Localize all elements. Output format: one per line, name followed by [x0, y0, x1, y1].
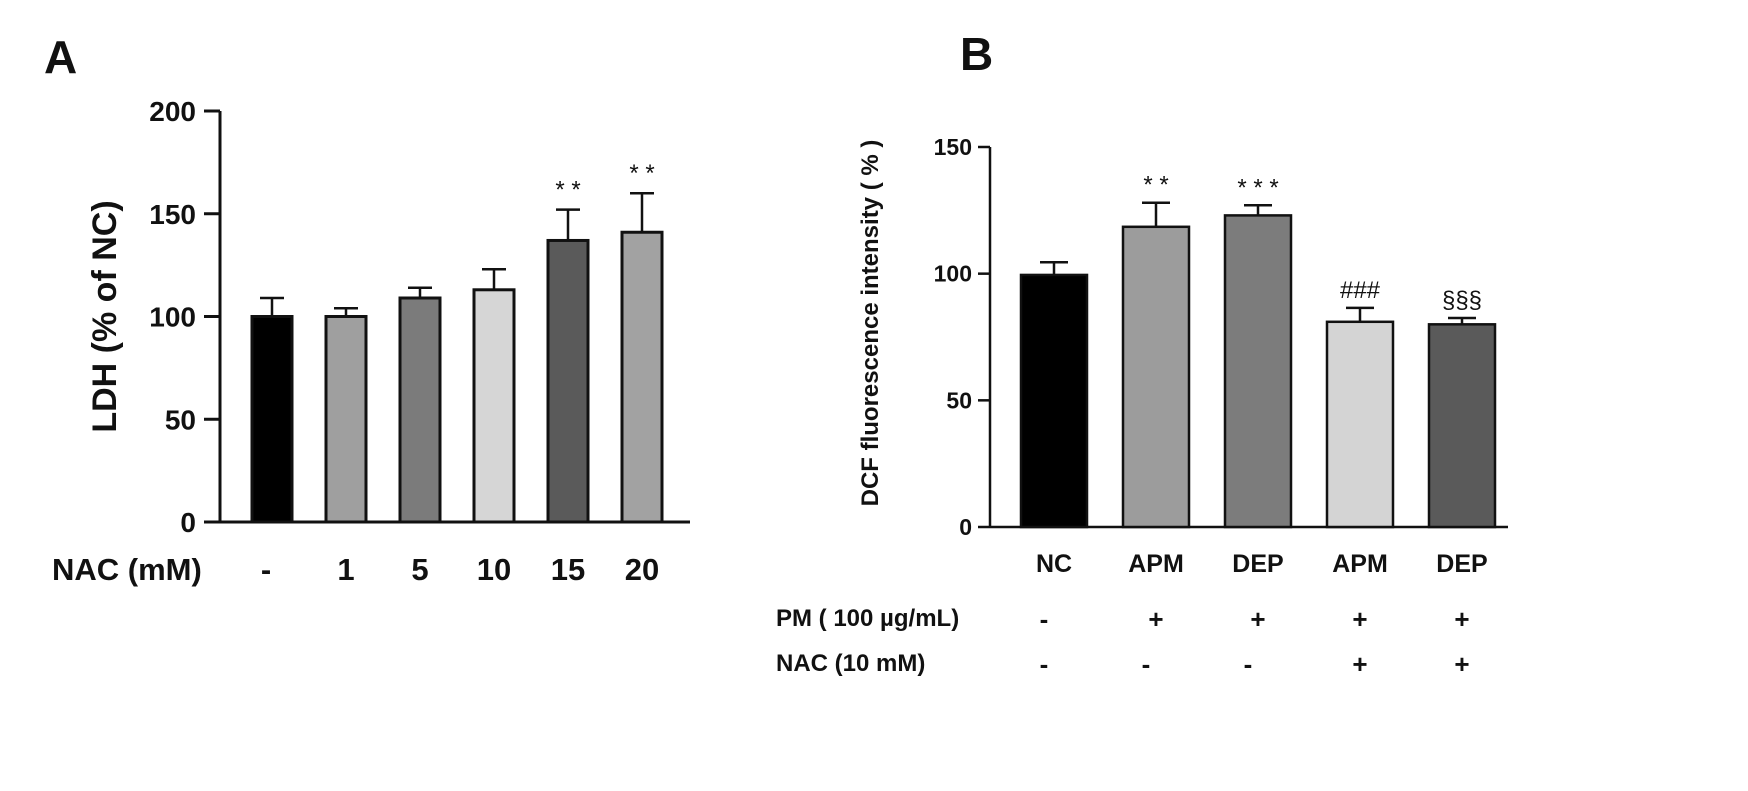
x-category-label: APM	[1128, 550, 1184, 578]
treatment-sign: -	[1244, 649, 1253, 679]
treatment-sign: +	[1454, 604, 1469, 634]
treatment-row-label: PM ( 100 µg/mL)	[776, 605, 959, 632]
y-tick-label: 200	[149, 96, 196, 127]
x-category-label: -	[261, 552, 271, 587]
significance-label: * *	[629, 160, 654, 187]
y-tick-label: 0	[180, 507, 196, 538]
x-category-label: DEP	[1232, 550, 1283, 578]
bar	[1121, 225, 1191, 529]
significance-label: ###	[1340, 277, 1381, 304]
x-category-label: 20	[625, 552, 659, 587]
treatment-row-label: NAC (10 mM)	[776, 650, 925, 677]
treatment-sign: +	[1250, 604, 1265, 634]
x-category-label: NC	[1036, 550, 1072, 578]
y-tick-label: 150	[934, 134, 972, 160]
significance-label: * *	[555, 177, 580, 204]
y-tick-label: 0	[959, 514, 972, 540]
y-tick-label: 150	[149, 199, 196, 230]
y-axis-title: LDH (% of NC)	[86, 200, 124, 432]
bar	[1325, 320, 1395, 529]
x-category-label: 10	[477, 552, 511, 587]
y-tick-label: 100	[934, 261, 972, 287]
panel-b-letter: B	[960, 28, 993, 80]
y-axis-title: DCF fluorescence intensity ( % )	[857, 140, 884, 507]
x-category-label: APM	[1332, 550, 1388, 578]
x-category-label: 1	[337, 552, 354, 587]
bar	[620, 230, 664, 524]
bar	[546, 238, 590, 524]
treatment-sign: +	[1148, 604, 1163, 634]
bar	[250, 315, 294, 524]
bar	[1427, 323, 1497, 529]
x-category-label: 5	[411, 552, 428, 587]
x-axis-title: NAC (mM)	[52, 552, 202, 587]
x-category-label: DEP	[1436, 550, 1487, 578]
bar	[1019, 273, 1089, 529]
treatment-sign: +	[1352, 649, 1367, 679]
treatment-sign: -	[1040, 604, 1049, 634]
significance-label: * * *	[1237, 174, 1278, 201]
bar	[472, 288, 516, 524]
treatment-sign: -	[1142, 649, 1151, 679]
treatment-sign: +	[1352, 604, 1367, 634]
treatment-sign: -	[1040, 649, 1049, 679]
bar	[1223, 214, 1293, 529]
y-tick-label: 50	[946, 387, 972, 413]
significance-label: * *	[1143, 172, 1168, 199]
treatment-sign: +	[1454, 649, 1469, 679]
bar	[324, 315, 368, 524]
y-tick-label: 100	[149, 302, 196, 333]
significance-label: §§§	[1442, 287, 1482, 314]
panel-b: B 0 50 100 150 DCF fluorescence intensity ( …	[776, 28, 1508, 679]
y-tick-label: 50	[165, 404, 196, 435]
bar	[398, 296, 442, 524]
x-category-label: 15	[551, 552, 585, 587]
panel-a-letter: A	[44, 31, 77, 83]
